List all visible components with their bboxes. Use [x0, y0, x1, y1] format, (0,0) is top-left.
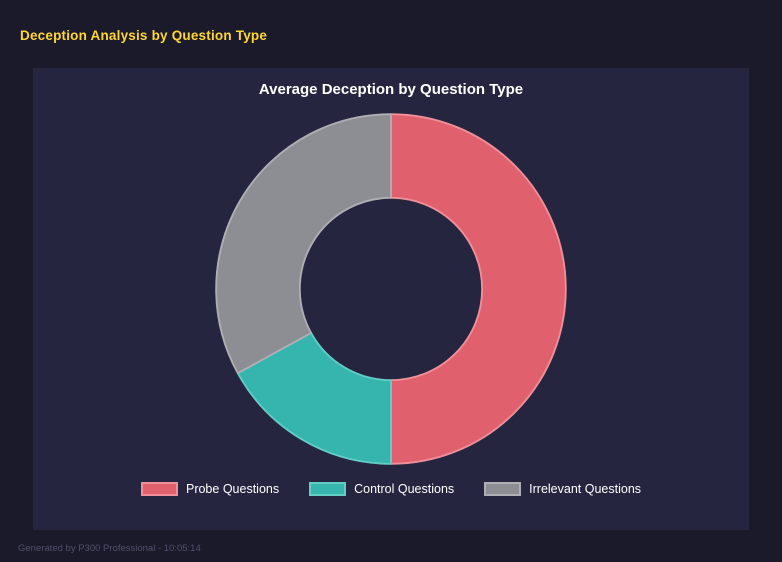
legend-item-control-questions[interactable]: Control Questions — [309, 482, 454, 496]
page-title: Deception Analysis by Question Type — [20, 28, 268, 43]
legend-label: Probe Questions — [185, 482, 280, 496]
chart-panel: Average Deception by Question Type Probe… — [33, 68, 749, 530]
legend-swatch-probe-questions — [140, 482, 178, 496]
chart-legend: Probe Questions Control Questions Irreleva… — [140, 482, 641, 496]
legend-label: Irrelevant Questions — [529, 482, 642, 496]
legend-item-irrelevant-questions[interactable]: Irrelevant Questions — [484, 482, 641, 496]
legend-swatch-control-questions — [309, 482, 347, 496]
donut-segment-probe-questions[interactable] — [390, 113, 567, 465]
legend-swatch-irrelevant-questions — [484, 482, 522, 496]
chart-title: Average Deception by Question Type — [258, 81, 524, 98]
donut-chart — [215, 113, 567, 465]
legend-label: Control Questions — [354, 482, 455, 496]
donut-segment-irrelevant-questions[interactable] — [215, 113, 392, 375]
legend-item-probe-questions[interactable]: Probe Questions — [140, 482, 280, 496]
footer-status: Generated by P300 Professional - 10:05:1… — [18, 543, 201, 554]
